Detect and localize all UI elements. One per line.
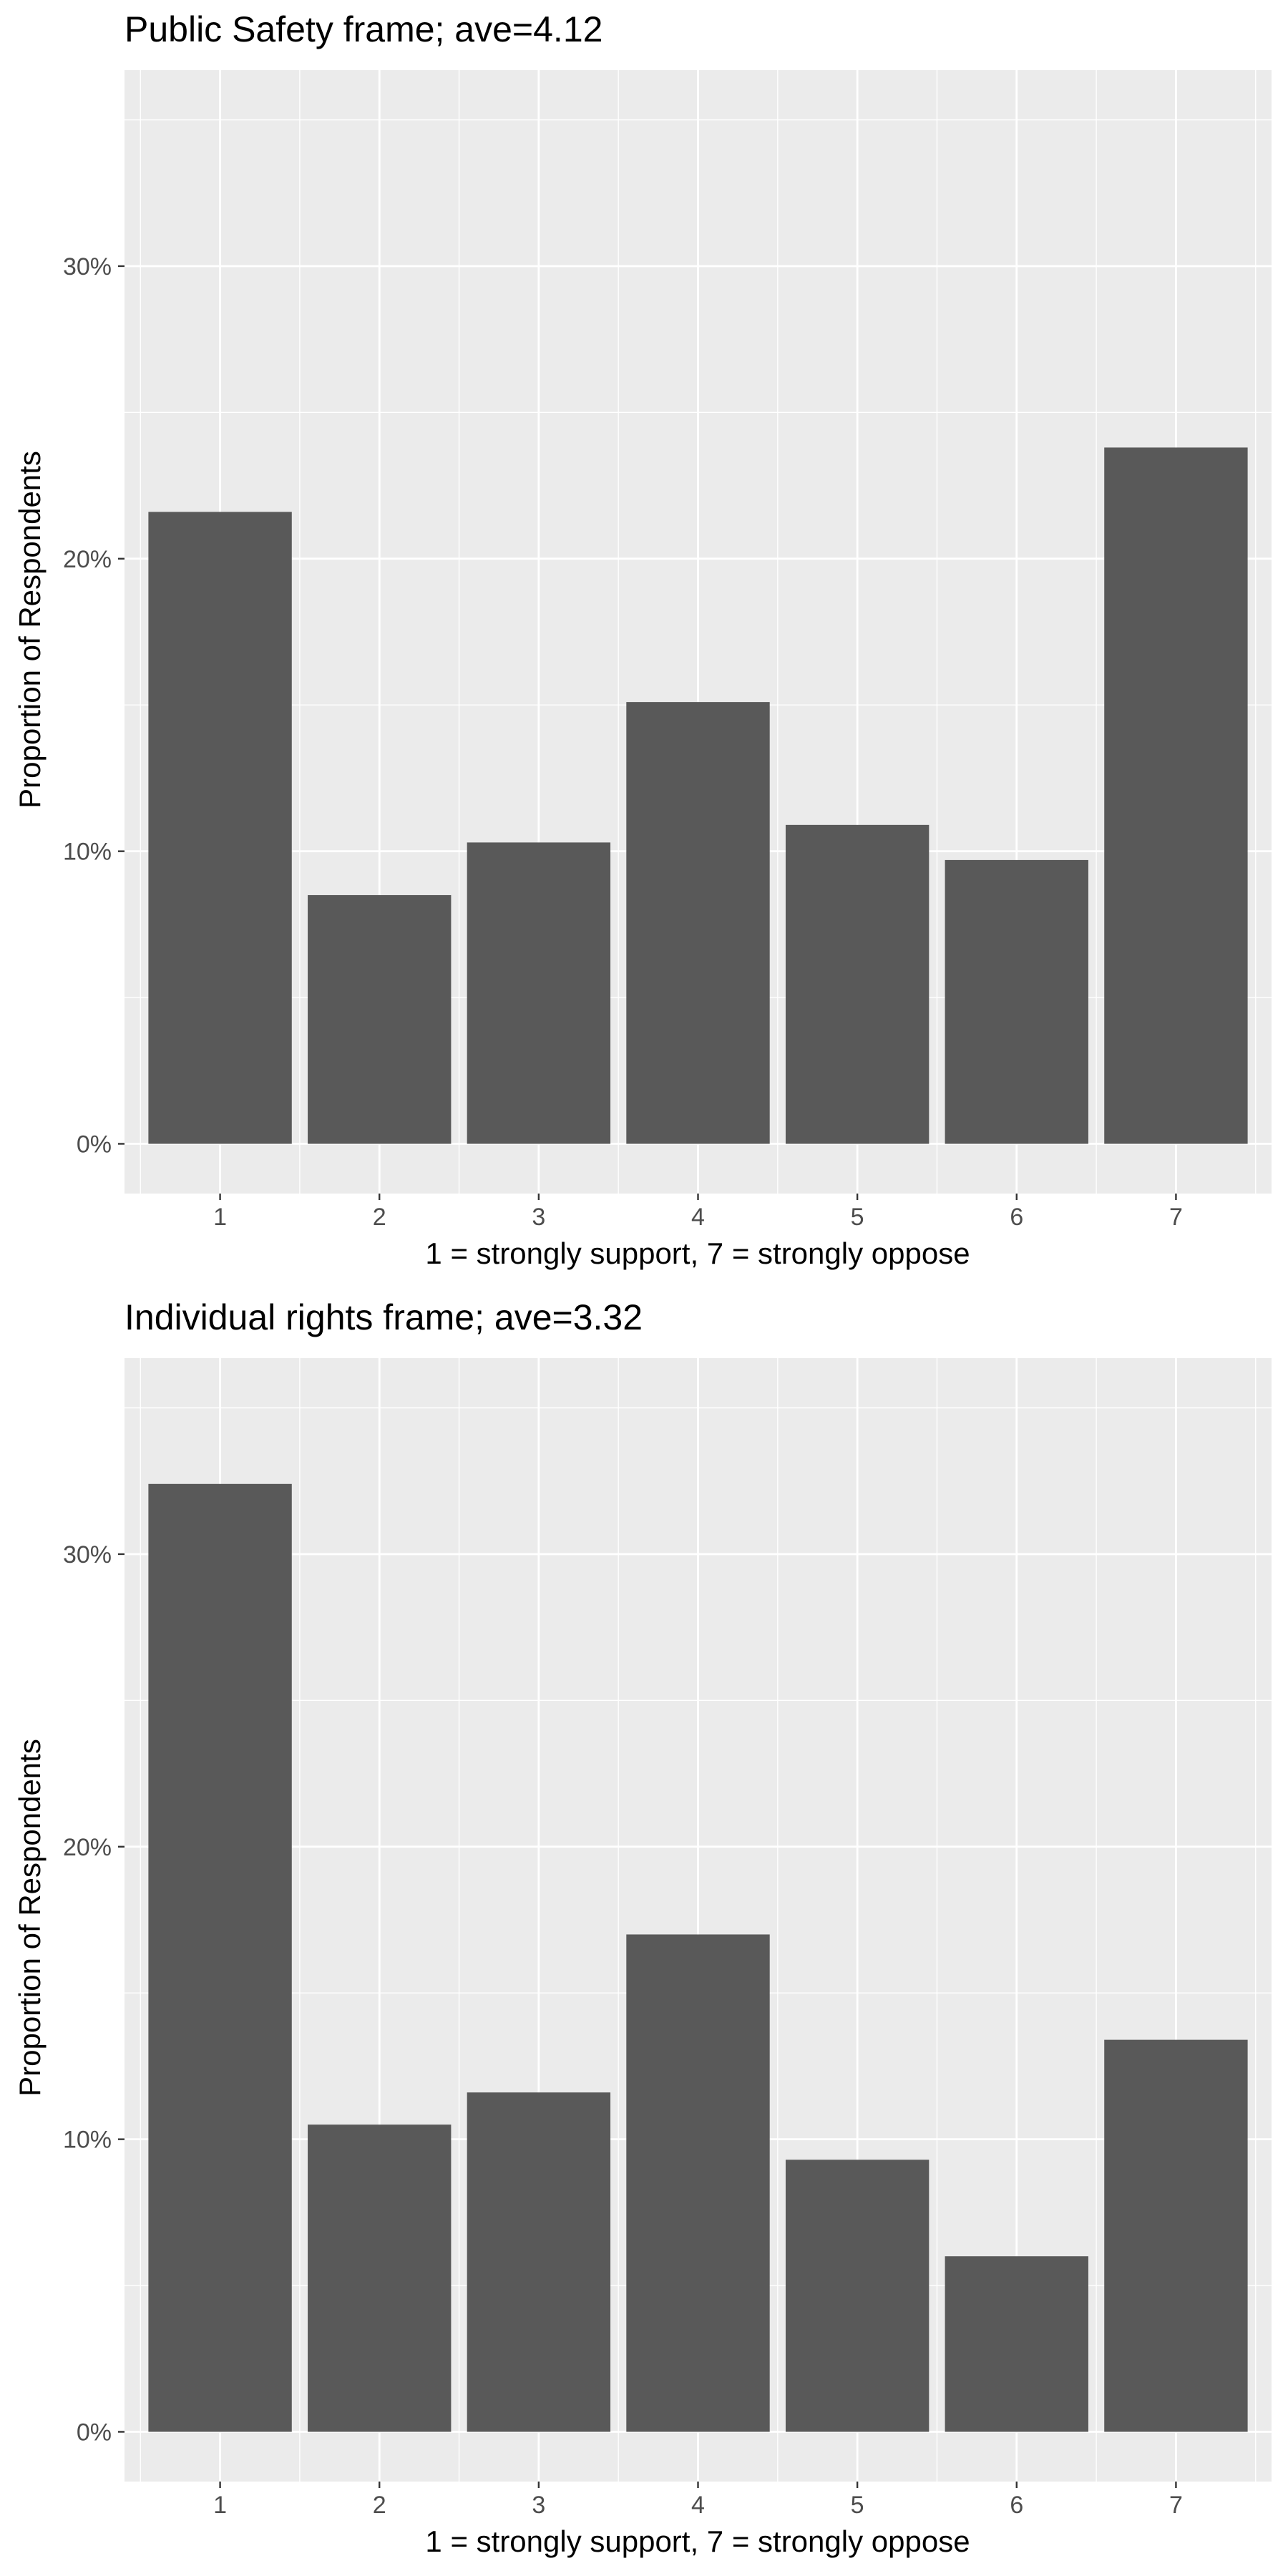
x-tick-label: 4 xyxy=(691,2492,705,2519)
y-axis-label: Proportion of Respondents xyxy=(13,1739,47,2097)
bar-3 xyxy=(467,2092,611,2432)
chart-title: Public Safety frame; ave=4.12 xyxy=(125,9,602,49)
y-axis-label: Proportion of Respondents xyxy=(13,451,47,809)
bar-7 xyxy=(1104,2039,1248,2432)
bar-3 xyxy=(467,842,611,1144)
y-tick-label: 10% xyxy=(63,2127,112,2154)
x-tick-label: 7 xyxy=(1169,1204,1183,1231)
x-tick-label: 5 xyxy=(851,1204,864,1231)
bar-5 xyxy=(785,2160,930,2432)
plot-area: 0% 10% 20% 30% 1 2 3 4 5 6 7 xyxy=(63,1358,1272,2519)
x-tick-label: 1 xyxy=(213,1204,227,1231)
bar-4 xyxy=(626,702,770,1144)
x-tick-label: 6 xyxy=(1010,1204,1023,1231)
bar-2 xyxy=(308,894,452,1144)
y-tick-label: 20% xyxy=(63,1834,112,1861)
bar-4 xyxy=(626,1934,770,2432)
chart-title: Individual rights frame; ave=3.32 xyxy=(125,1297,643,1337)
chart-public-safety: 0% 10% 20% 30% 1 2 3 4 5 6 7 Public Safety frame; a… xyxy=(13,9,1272,1270)
y-tick-label: 0% xyxy=(77,2419,112,2446)
y-tick-label: 30% xyxy=(63,1541,112,1568)
x-tick-label: 5 xyxy=(851,2492,864,2519)
x-tick-label: 6 xyxy=(1010,2492,1023,2519)
y-tick-label: 0% xyxy=(77,1131,112,1158)
chart-individual-rights: 0% 10% 20% 30% 1 2 3 4 5 6 7 Individual rights fram… xyxy=(13,1297,1272,2558)
y-tick-label: 20% xyxy=(63,546,112,573)
bar-5 xyxy=(785,824,930,1144)
bar-6 xyxy=(945,859,1088,1144)
x-tick-label: 3 xyxy=(532,2492,545,2519)
bar-2 xyxy=(308,2124,452,2432)
x-tick-label: 7 xyxy=(1169,2492,1183,2519)
plot-area: 0% 10% 20% 30% 1 2 3 4 5 6 7 xyxy=(63,70,1272,1231)
bar-1 xyxy=(148,1483,292,2432)
x-tick-label: 2 xyxy=(373,2492,386,2519)
bar-7 xyxy=(1104,447,1248,1144)
y-tick-label: 30% xyxy=(63,253,112,280)
x-axis-label: 1 = strongly support, 7 = strongly oppos… xyxy=(425,1236,970,1270)
x-tick-label: 4 xyxy=(691,1204,705,1231)
x-tick-label: 1 xyxy=(213,2492,227,2519)
bar-6 xyxy=(945,2256,1088,2432)
bar-1 xyxy=(148,512,292,1144)
x-tick-label: 2 xyxy=(373,1204,386,1231)
x-axis-label: 1 = strongly support, 7 = strongly oppos… xyxy=(425,2524,970,2558)
y-tick-label: 10% xyxy=(63,839,112,866)
x-tick-label: 3 xyxy=(532,1204,545,1231)
